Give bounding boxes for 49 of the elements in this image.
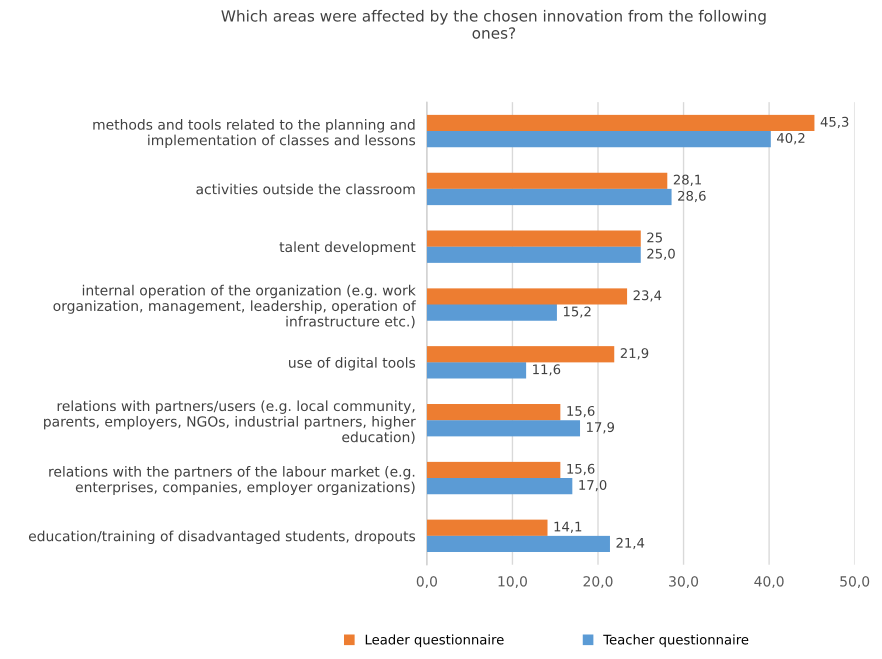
x-tick-label: 20,0 — [584, 576, 613, 588]
data-label: 25,0 — [647, 248, 675, 260]
y-tick-label: internal operation of the organization (e.g. work organization, management, leadership, operation of infrastructure etc.) — [53, 284, 416, 328]
data-label: 25 — [647, 232, 662, 242]
bar — [426, 362, 526, 379]
data-label: 17,0 — [579, 480, 606, 492]
y-tick-label: activities outside the classroom — [196, 184, 415, 194]
bar — [426, 246, 641, 263]
data-label: 45,3 — [820, 116, 848, 128]
bar — [426, 131, 771, 148]
data-label: 17,9 — [587, 422, 614, 434]
data-label: 11,6 — [533, 364, 560, 376]
data-label: 14,1 — [554, 522, 582, 533]
y-tick-label: relations with the partners of the labour market (e.g. enterprises, companies, employer organizations) — [49, 466, 415, 496]
data-label: 15,6 — [567, 406, 594, 418]
data-label: 15,2 — [564, 306, 591, 318]
legend-label: Teacher questionnaire — [603, 634, 748, 648]
bar — [426, 520, 548, 536]
bar — [426, 478, 572, 494]
x-tick-label: 50,0 — [840, 576, 870, 588]
bar — [426, 536, 610, 552]
data-label: 21,4 — [616, 538, 644, 550]
bar — [426, 404, 560, 420]
bar — [426, 420, 580, 436]
y-tick-label: use of digital tools — [289, 357, 416, 371]
data-label: 40,2 — [777, 133, 804, 144]
x-tick-label: 0,0 — [416, 576, 438, 588]
legend-label: Leader questionnaire — [366, 634, 504, 648]
bar — [426, 114, 814, 132]
y-tick-label: methods and tools related to the planning and implementation of classes and lessons — [93, 119, 416, 148]
y-tick-label: talent development — [280, 241, 416, 255]
bar — [426, 304, 557, 321]
y-tick-label: relations with partners/users (e.g. local community, parents, employers, NGOs, industrial partners, higher education) — [44, 400, 416, 444]
chart-title: Which areas were affected by the chosen innovation from the following ones? — [221, 10, 766, 39]
bar — [426, 346, 614, 362]
data-label: 28,6 — [678, 190, 706, 202]
x-tick-label: 10,0 — [498, 576, 527, 588]
x-tick-label: 40,0 — [754, 576, 784, 588]
data-label: 21,9 — [620, 348, 648, 360]
bar — [426, 230, 641, 247]
bar — [426, 288, 628, 305]
data-label: 28,1 — [674, 174, 702, 186]
data-label: 15,6 — [567, 464, 594, 476]
data-label: 23,4 — [634, 290, 662, 302]
bar — [426, 188, 672, 206]
bar — [426, 462, 560, 478]
x-tick-label: 30,0 — [669, 576, 698, 588]
bar — [426, 172, 668, 189]
y-tick-label: education/training of disadvantaged students, dropouts — [28, 530, 416, 544]
